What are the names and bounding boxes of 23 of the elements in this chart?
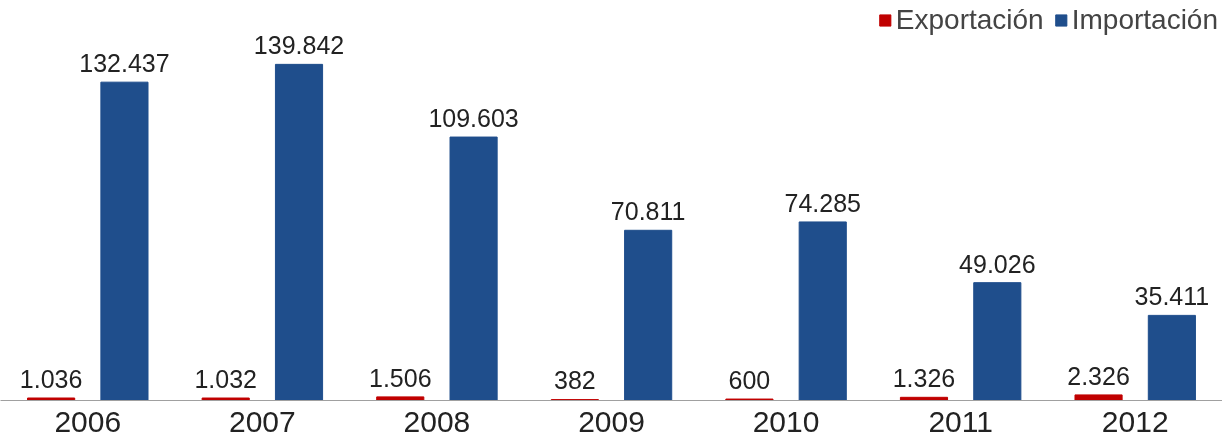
data-label: 1.506 <box>368 363 432 392</box>
legend-label: Importación <box>1071 4 1218 36</box>
data-label: 2.326 <box>1067 361 1130 390</box>
data-label: 1.326 <box>892 364 956 393</box>
x-tick-label: 2009 <box>578 404 645 434</box>
data-label: 139.842 <box>253 31 345 60</box>
legend-label: Exportación <box>895 4 1044 36</box>
x-tick-label: 2007 <box>228 404 296 434</box>
data-label: 109.603 <box>428 103 519 132</box>
data-label: 35.411 <box>1134 282 1210 311</box>
data-label: 70.811 <box>610 197 686 226</box>
x-tick-label: 2006 <box>54 404 122 434</box>
x-tick-label: 2010 <box>752 404 820 434</box>
data-label: 382 <box>553 366 596 395</box>
data-label: 600 <box>728 365 771 394</box>
x-tick-label: 2012 <box>1101 404 1169 434</box>
data-label: 1.036 <box>19 364 83 393</box>
x-tick-label: 2011 <box>928 404 993 434</box>
data-label: 49.026 <box>959 249 1036 278</box>
data-label: 132.437 <box>79 49 170 78</box>
data-label: 74.285 <box>784 188 861 217</box>
x-tick-label: 2008 <box>403 404 471 434</box>
data-label: 1.032 <box>194 364 257 393</box>
